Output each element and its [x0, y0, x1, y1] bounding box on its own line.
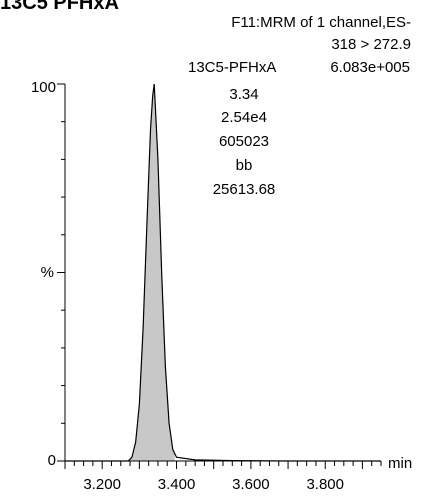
compound-label: 13C5-PFHxA: [188, 59, 276, 76]
x-tick-label: 3.800: [306, 476, 344, 493]
peak-annotation-flags: bb: [236, 157, 253, 174]
peak-annotation-area: 605023: [219, 133, 269, 150]
peak-annotation-rt: 3.34: [229, 86, 258, 103]
y-tick-label-0: 0: [48, 452, 56, 469]
y-axis-label: %: [41, 264, 54, 281]
y-tick-label-100: 100: [31, 79, 56, 96]
x-axis-label: min: [388, 455, 412, 472]
header-line-transition: 318 > 272.9: [331, 36, 411, 53]
axis-layer: [57, 83, 382, 469]
x-tick-label: 3.400: [158, 476, 196, 493]
peak-annotation-height: 2.54e4: [221, 109, 267, 126]
chromatogram-trace: [65, 83, 381, 462]
peak-annotation-sn: 25613.68: [213, 181, 276, 198]
x-tick-label: 3.600: [232, 476, 270, 493]
chart-title: 13C5 PFHxA: [0, 0, 119, 14]
x-tick-label-layer: 3.200 3.400 3.600 3.800: [83, 476, 344, 493]
intensity-label: 6.083e+005: [330, 59, 410, 76]
header-line-channel: F11:MRM of 1 channel,ES-: [231, 14, 411, 31]
x-tick-label: 3.200: [83, 476, 121, 493]
